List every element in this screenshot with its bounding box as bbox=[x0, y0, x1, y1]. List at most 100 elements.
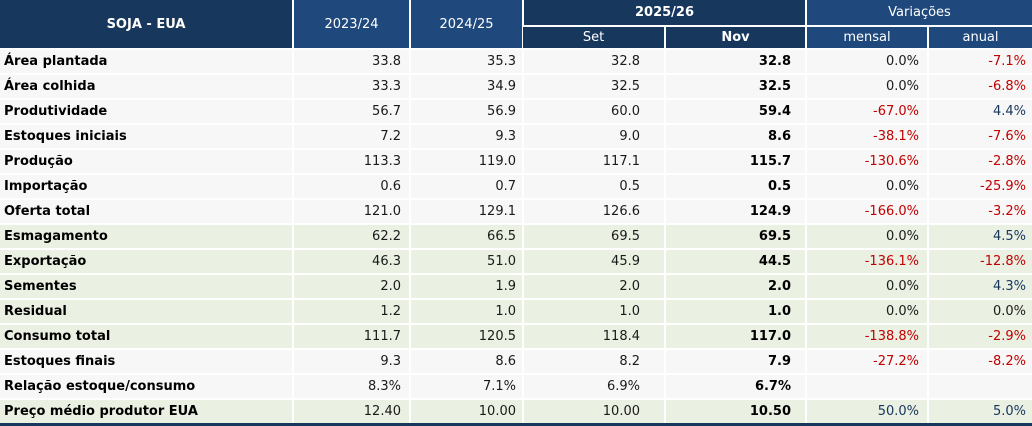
cell-2024-25: 129.1 bbox=[409, 199, 523, 225]
cell-2023-24: 1.2 bbox=[292, 299, 410, 325]
cell-set: 32.8 bbox=[522, 49, 665, 75]
table-row: Área plantada 33.8 35.3 32.8 32.8 0.0% -7.1% bbox=[0, 49, 1032, 75]
header-row-2: Set Nov mensal anual bbox=[0, 26, 1032, 50]
cell-2023-24: 33.3 bbox=[292, 74, 410, 100]
column-header-2023-24: 2023/24 bbox=[292, 0, 410, 50]
cell-mensal: 0.0% bbox=[805, 74, 928, 100]
row-label: Residual bbox=[0, 299, 293, 325]
cell-2024-25: 56.9 bbox=[409, 99, 523, 125]
cell-mensal: -27.2% bbox=[805, 349, 928, 375]
cell-2024-25: 7.1% bbox=[409, 374, 523, 400]
row-label: Relação estoque/consumo bbox=[0, 374, 293, 400]
cell-2023-24: 0.6 bbox=[292, 174, 410, 200]
cell-2024-25: 35.3 bbox=[409, 49, 523, 75]
row-label: Exportação bbox=[0, 249, 293, 275]
table-row: Sementes 2.0 1.9 2.0 2.0 0.0% 4.3% bbox=[0, 274, 1032, 300]
cell-set: 0.5 bbox=[522, 174, 665, 200]
cell-nov: 44.5 bbox=[664, 249, 806, 275]
column-header-2024-25: 2024/25 bbox=[409, 0, 523, 50]
header-row-1: SOJA - EUA 2023/24 2024/25 2025/26 Varia… bbox=[0, 0, 1032, 50]
cell-2023-24: 46.3 bbox=[292, 249, 410, 275]
table-body: Área plantada 33.8 35.3 32.8 32.8 0.0% -7.1% Ár… bbox=[0, 49, 1032, 426]
column-header-nov: Nov bbox=[664, 26, 806, 50]
cell-2024-25: 51.0 bbox=[409, 249, 523, 275]
cell-2024-25: 1.9 bbox=[409, 274, 523, 300]
table-row: Produção 113.3 119.0 117.1 115.7 -130.6% -2.8% bbox=[0, 149, 1032, 175]
cell-2023-24: 111.7 bbox=[292, 324, 410, 350]
cell-2023-24: 56.7 bbox=[292, 99, 410, 125]
cell-mensal: 0.0% bbox=[805, 274, 928, 300]
cell-set: 69.5 bbox=[522, 224, 665, 250]
cell-nov: 32.5 bbox=[664, 74, 806, 100]
cell-nov: 69.5 bbox=[664, 224, 806, 250]
cell-2023-24: 33.8 bbox=[292, 49, 410, 75]
cell-anual: -7.1% bbox=[927, 49, 1032, 75]
cell-set: 45.9 bbox=[522, 249, 665, 275]
cell-nov: 0.5 bbox=[664, 174, 806, 200]
cell-2023-24: 121.0 bbox=[292, 199, 410, 225]
cell-nov: 124.9 bbox=[664, 199, 806, 225]
cell-nov: 2.0 bbox=[664, 274, 806, 300]
cell-anual: -8.2% bbox=[927, 349, 1032, 375]
cell-2024-25: 10.00 bbox=[409, 399, 523, 426]
row-label: Preço médio produtor EUA bbox=[0, 399, 293, 426]
cell-nov: 7.9 bbox=[664, 349, 806, 375]
row-label: Oferta total bbox=[0, 199, 293, 225]
table-row: Oferta total 121.0 129.1 126.6 124.9 -166.0% -… bbox=[0, 199, 1032, 225]
table-row: Consumo total 111.7 120.5 118.4 117.0 -138.8%… bbox=[0, 324, 1032, 350]
cell-mensal: -136.1% bbox=[805, 249, 928, 275]
cell-set: 6.9% bbox=[522, 374, 665, 400]
cell-anual: -6.8% bbox=[927, 74, 1032, 100]
row-label: Consumo total bbox=[0, 324, 293, 350]
row-label: Produtividade bbox=[0, 99, 293, 125]
cell-anual bbox=[927, 374, 1032, 400]
cell-nov: 8.6 bbox=[664, 124, 806, 150]
cell-nov: 115.7 bbox=[664, 149, 806, 175]
cell-anual: 4.3% bbox=[927, 274, 1032, 300]
table-row: Estoques iniciais 7.2 9.3 9.0 8.6 -38.1% -7.6% bbox=[0, 124, 1032, 150]
cell-mensal: -166.0% bbox=[805, 199, 928, 225]
table-row: Estoques finais 9.3 8.6 8.2 7.9 -27.2% -8.2% bbox=[0, 349, 1032, 375]
cell-nov: 59.4 bbox=[664, 99, 806, 125]
table-row: Exportação 46.3 51.0 45.9 44.5 -136.1% -12.8% bbox=[0, 249, 1032, 275]
cell-set: 32.5 bbox=[522, 74, 665, 100]
cell-set: 60.0 bbox=[522, 99, 665, 125]
cell-2024-25: 120.5 bbox=[409, 324, 523, 350]
cell-2024-25: 66.5 bbox=[409, 224, 523, 250]
cell-anual: 5.0% bbox=[927, 399, 1032, 426]
row-label: Estoques finais bbox=[0, 349, 293, 375]
cell-mensal: 0.0% bbox=[805, 49, 928, 75]
cell-anual: 0.0% bbox=[927, 299, 1032, 325]
cell-set: 118.4 bbox=[522, 324, 665, 350]
cell-mensal: -138.8% bbox=[805, 324, 928, 350]
cell-2024-25: 0.7 bbox=[409, 174, 523, 200]
row-label: Importação bbox=[0, 174, 293, 200]
column-header-set: Set bbox=[523, 26, 665, 50]
column-header-anual: anual bbox=[927, 26, 1032, 50]
cell-mensal: -130.6% bbox=[805, 149, 928, 175]
cell-2023-24: 2.0 bbox=[292, 274, 410, 300]
cell-2023-24: 7.2 bbox=[292, 124, 410, 150]
cell-2024-25: 34.9 bbox=[409, 74, 523, 100]
cell-anual: -25.9% bbox=[927, 174, 1032, 200]
table-row: Esmagamento 62.2 66.5 69.5 69.5 0.0% 4.5% bbox=[0, 224, 1032, 250]
cell-anual: -2.9% bbox=[927, 324, 1032, 350]
table-row: Relação estoque/consumo 8.3% 7.1% 6.9% 6.7% bbox=[0, 374, 1032, 400]
cell-2023-24: 62.2 bbox=[292, 224, 410, 250]
cell-anual: 4.5% bbox=[927, 224, 1032, 250]
row-label: Esmagamento bbox=[0, 224, 293, 250]
column-group-2025-26: 2025/26 bbox=[522, 0, 806, 27]
cell-set: 9.0 bbox=[522, 124, 665, 150]
cell-anual: -12.8% bbox=[927, 249, 1032, 275]
cell-mensal: -67.0% bbox=[805, 99, 928, 125]
cell-set: 8.2 bbox=[522, 349, 665, 375]
cell-nov: 6.7% bbox=[664, 374, 806, 400]
table-row: Área colhida 33.3 34.9 32.5 32.5 0.0% -6.8% bbox=[0, 74, 1032, 100]
cell-2023-24: 12.40 bbox=[292, 399, 410, 426]
cell-set: 10.00 bbox=[522, 399, 665, 426]
table-row: Residual 1.2 1.0 1.0 1.0 0.0% 0.0% bbox=[0, 299, 1032, 325]
cell-set: 126.6 bbox=[522, 199, 665, 225]
cell-2024-25: 8.6 bbox=[409, 349, 523, 375]
cell-set: 117.1 bbox=[522, 149, 665, 175]
